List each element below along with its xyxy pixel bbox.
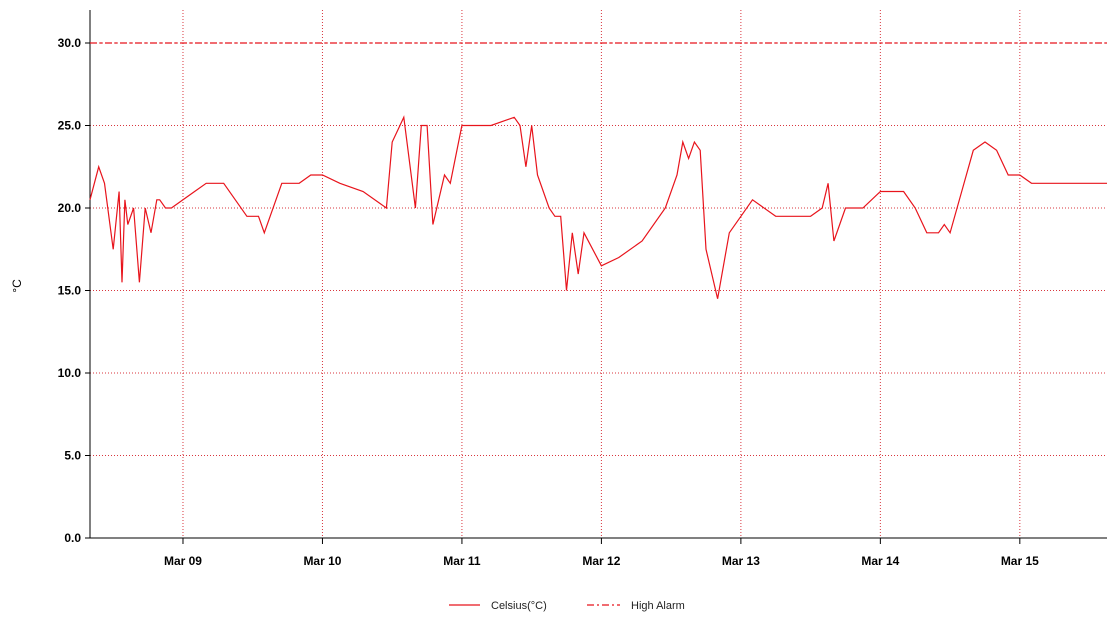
y-tick-label: 20.0	[58, 201, 82, 215]
x-tick-label: Mar 10	[303, 554, 341, 568]
x-tick-label: Mar 09	[164, 554, 202, 568]
y-tick-label: 25.0	[58, 119, 82, 133]
grid-layer	[90, 10, 1107, 538]
legend-label-high-alarm: High Alarm	[631, 600, 685, 612]
y-axis-label: °C	[10, 279, 24, 293]
y-tick-label: 10.0	[58, 366, 82, 380]
series-line-celsius	[89, 115, 1107, 299]
axes-layer: 0.0 5.0 10.0 15.0 20.0 25.0 30.0 Mar 09 Mar 10 Ma…	[58, 10, 1107, 568]
legend-label-celsius: Celsius(°C)	[491, 600, 547, 612]
x-tick-label: Mar 11	[443, 554, 481, 568]
x-tick-label: Mar 14	[861, 554, 899, 568]
y-tick-label: 5.0	[64, 449, 81, 463]
x-tick-label: Mar 12	[582, 554, 620, 568]
series-layer	[89, 42, 1107, 299]
y-tick-label: 15.0	[58, 284, 82, 298]
y-tick-label: 0.0	[64, 531, 81, 545]
x-tick-label: Mar 13	[722, 554, 760, 568]
y-tick-label: 30.0	[58, 36, 82, 50]
legend: Celsius(°C) High Alarm	[449, 600, 685, 612]
x-tick-label: Mar 15	[1001, 554, 1039, 568]
